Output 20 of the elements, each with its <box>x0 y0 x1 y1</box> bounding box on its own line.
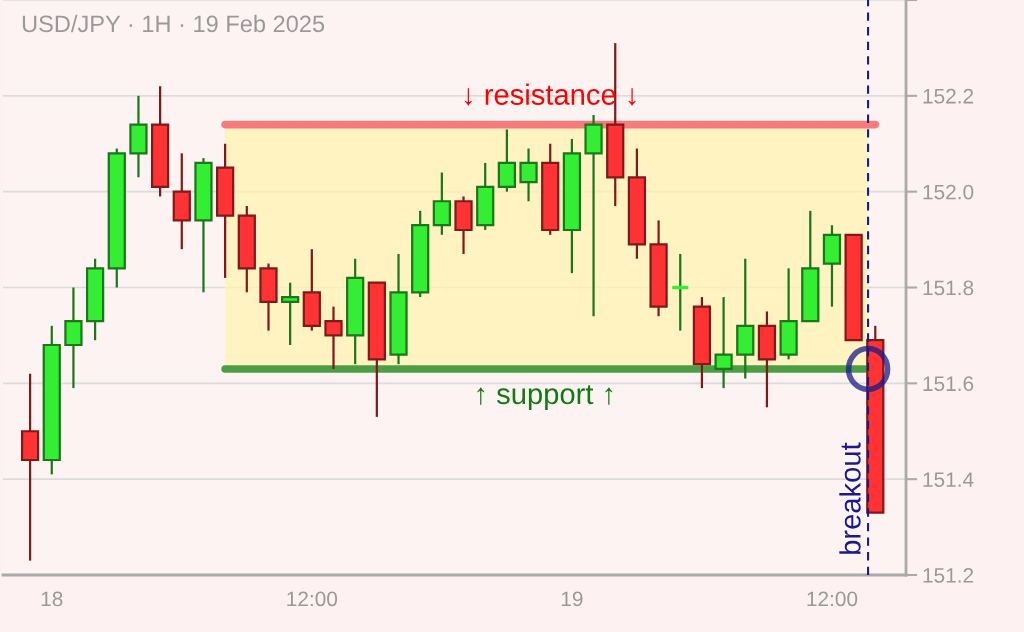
y-tick-label: 151.2 <box>923 568 974 583</box>
candlestick <box>64 286 83 390</box>
candlestick <box>324 305 343 371</box>
x-tick-label: 12:00 <box>807 591 858 607</box>
chart-title: USD/JPY · 1H · 19 Feb 2025 <box>22 14 325 33</box>
x-tick-label: 12:00 <box>287 591 338 607</box>
candlestick <box>432 171 451 236</box>
candlestick <box>497 128 516 193</box>
y-tick-label: 151.8 <box>923 280 974 296</box>
x-tick-label: 19 <box>561 591 583 607</box>
candlestick <box>714 295 733 390</box>
candlestick <box>519 147 538 203</box>
y-tick-label: 151.4 <box>923 472 974 487</box>
y-tick-label: 151.6 <box>923 376 974 392</box>
x-tick-label: 18 <box>41 591 63 607</box>
ref-line-label: breakout <box>839 442 861 554</box>
candlestick <box>281 281 300 347</box>
y-tick-label: 152.0 <box>923 184 974 200</box>
y-tick-label: 152.2 <box>923 88 974 104</box>
annotation: ↑ support ↑ <box>477 385 613 411</box>
